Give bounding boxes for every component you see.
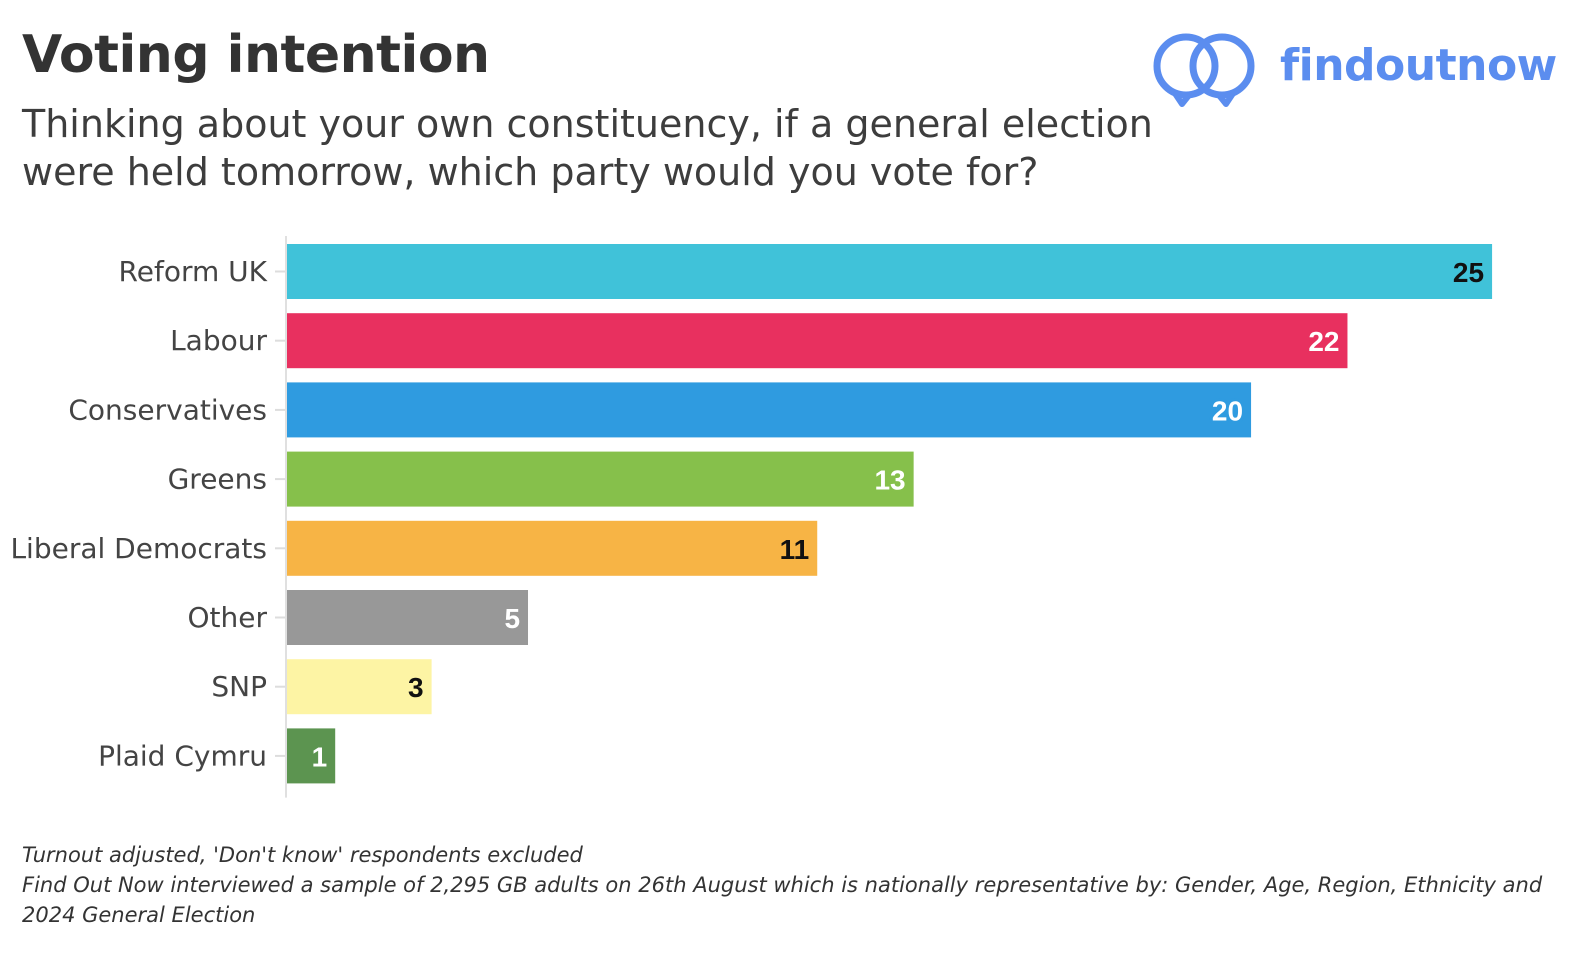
bar[interactable] (287, 451, 914, 507)
footnote: Turnout adjusted, 'Don't know' responden… (22, 840, 1572, 930)
data-label-halo: 1 (312, 741, 328, 772)
bar[interactable] (287, 244, 1493, 299)
data-label: 13 (874, 465, 905, 496)
footnote-methodology: Find Out Now interviewed a sample of 2,2… (22, 873, 1543, 927)
category-label: Conservatives (68, 393, 267, 426)
bar[interactable] (287, 520, 818, 576)
category-label: SNP (211, 670, 267, 703)
category-label: Plaid Cymru (98, 739, 267, 772)
data-label: 3 (408, 672, 424, 703)
bar[interactable] (287, 313, 1348, 369)
category-label: Reform UK (119, 255, 268, 288)
data-label-halo: 22 (1308, 326, 1339, 357)
brand-logo[interactable]: findoutnow (1152, 30, 1557, 110)
bar[interactable] (287, 590, 529, 645)
data-label: 25 (1453, 257, 1484, 288)
interlocking-rings-icon (1153, 33, 1255, 107)
data-label: 5 (504, 603, 520, 634)
chart-title: Voting intention (22, 25, 490, 85)
data-label: 22 (1308, 326, 1339, 357)
category-label: Liberal Democrats (10, 532, 267, 565)
data-label: 11 (780, 534, 810, 565)
data-label-halo: 5 (504, 603, 520, 634)
data-label-halo: 3 (408, 672, 424, 703)
category-label: Labour (170, 324, 267, 357)
data-label-halo: 25 (1453, 257, 1484, 288)
bar[interactable] (287, 728, 336, 784)
data-label-halo: 13 (874, 465, 905, 496)
data-label-halo: 11 (780, 534, 810, 565)
chart-subtitle: Thinking about your own constituency, if… (22, 102, 1153, 194)
data-label-halo: 20 (1212, 395, 1243, 426)
data-label: 20 (1212, 395, 1243, 426)
footnote-turnout: Turnout adjusted, 'Don't know' responden… (22, 843, 583, 867)
brand-name: findoutnow (1280, 40, 1557, 91)
data-label: 1 (312, 741, 328, 772)
bar[interactable] (287, 382, 1252, 438)
category-label: Other (187, 601, 267, 634)
bar[interactable] (287, 659, 432, 715)
category-label: Greens (168, 463, 267, 496)
